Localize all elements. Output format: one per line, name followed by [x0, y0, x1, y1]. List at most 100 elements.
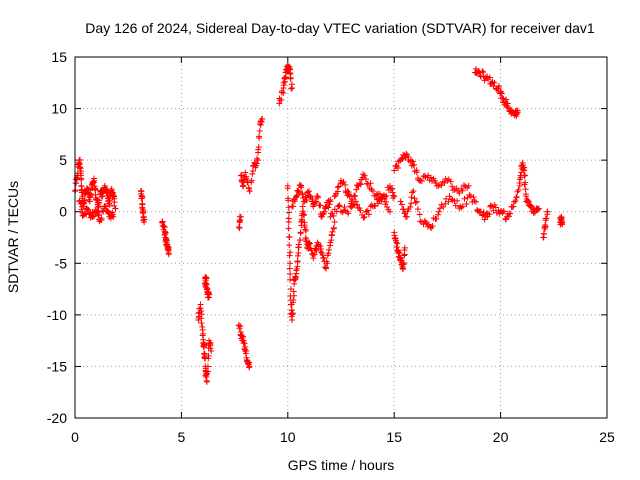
data-point — [452, 202, 459, 209]
data-point — [446, 193, 453, 200]
data-point — [95, 204, 102, 211]
data-point — [203, 275, 210, 282]
data-point — [288, 85, 295, 92]
data-point — [206, 294, 213, 301]
data-point — [437, 205, 444, 212]
data-point — [77, 170, 84, 177]
data-point — [295, 187, 302, 194]
data-point — [371, 202, 378, 209]
data-point — [81, 210, 88, 217]
data-point — [297, 229, 304, 236]
data-point — [255, 144, 262, 151]
data-point — [439, 178, 446, 185]
data-point — [345, 210, 352, 217]
data-point — [330, 225, 337, 232]
x-tick-label: 0 — [71, 429, 79, 445]
data-point — [559, 221, 566, 228]
data-point — [487, 202, 494, 209]
data-point — [391, 232, 398, 239]
data-point — [365, 211, 372, 218]
data-point — [410, 188, 417, 195]
data-point — [317, 243, 324, 250]
data-point — [354, 201, 361, 208]
data-point — [353, 186, 360, 193]
data-point — [425, 221, 432, 228]
data-point — [79, 203, 86, 210]
data-point — [242, 350, 249, 357]
data-point — [542, 221, 549, 228]
x-axis-label: GPS time / hours — [288, 457, 395, 473]
data-point — [330, 212, 337, 219]
data-point — [237, 216, 244, 223]
data-point — [76, 197, 83, 204]
data-point — [197, 301, 204, 308]
data-point — [306, 239, 313, 246]
data-point — [243, 175, 250, 182]
data-point — [141, 219, 148, 226]
data-point — [324, 260, 331, 267]
data-point — [356, 180, 363, 187]
data-point — [294, 252, 301, 259]
data-point — [248, 177, 255, 184]
data-point — [204, 363, 211, 370]
data-point — [295, 249, 302, 256]
data-point — [290, 203, 297, 210]
data-point — [331, 193, 338, 200]
data-point — [203, 378, 210, 385]
data-point — [91, 177, 98, 184]
data-point — [299, 191, 306, 198]
data-point — [237, 213, 244, 220]
data-point — [287, 74, 294, 81]
data-point — [479, 212, 486, 219]
data-point — [139, 210, 146, 217]
data-point — [323, 265, 330, 272]
data-point — [362, 176, 369, 183]
data-point — [96, 197, 103, 204]
data-point — [207, 345, 214, 352]
y-tick-label: 0 — [59, 204, 67, 220]
data-point — [290, 296, 297, 303]
data-point — [458, 204, 465, 211]
data-point — [361, 213, 368, 220]
data-point — [286, 209, 293, 216]
data-point — [396, 250, 403, 257]
data-point — [110, 213, 117, 220]
data-point — [302, 227, 309, 234]
data-point — [422, 219, 429, 226]
data-point — [418, 178, 425, 185]
data-point — [503, 96, 510, 103]
data-point — [242, 169, 249, 176]
data-point — [411, 161, 418, 168]
data-point — [310, 251, 317, 258]
data-point — [240, 337, 247, 344]
data-point — [87, 190, 94, 197]
data-point — [296, 237, 303, 244]
data-point — [400, 266, 407, 273]
y-tick-label: 15 — [51, 49, 67, 65]
data-point — [397, 198, 404, 205]
data-point — [289, 84, 296, 91]
data-point — [161, 223, 168, 230]
data-point — [407, 203, 414, 210]
data-point — [255, 157, 262, 164]
data-point — [413, 198, 420, 205]
data-point — [249, 170, 256, 177]
data-point — [318, 245, 325, 252]
data-point — [246, 363, 253, 370]
data-point — [313, 198, 320, 205]
data-point — [165, 249, 172, 256]
x-tick-label: 20 — [493, 429, 509, 445]
x-tick-label: 10 — [280, 429, 296, 445]
data-point — [479, 68, 486, 75]
data-point — [335, 203, 342, 210]
data-point — [403, 213, 410, 220]
data-point — [389, 185, 396, 192]
data-point — [286, 260, 293, 267]
data-point — [408, 157, 415, 164]
y-tick-label: -15 — [47, 358, 67, 374]
data-point — [253, 155, 260, 162]
data-point — [447, 178, 454, 185]
data-point — [427, 174, 434, 181]
data-point — [312, 246, 319, 253]
data-point — [302, 226, 309, 233]
